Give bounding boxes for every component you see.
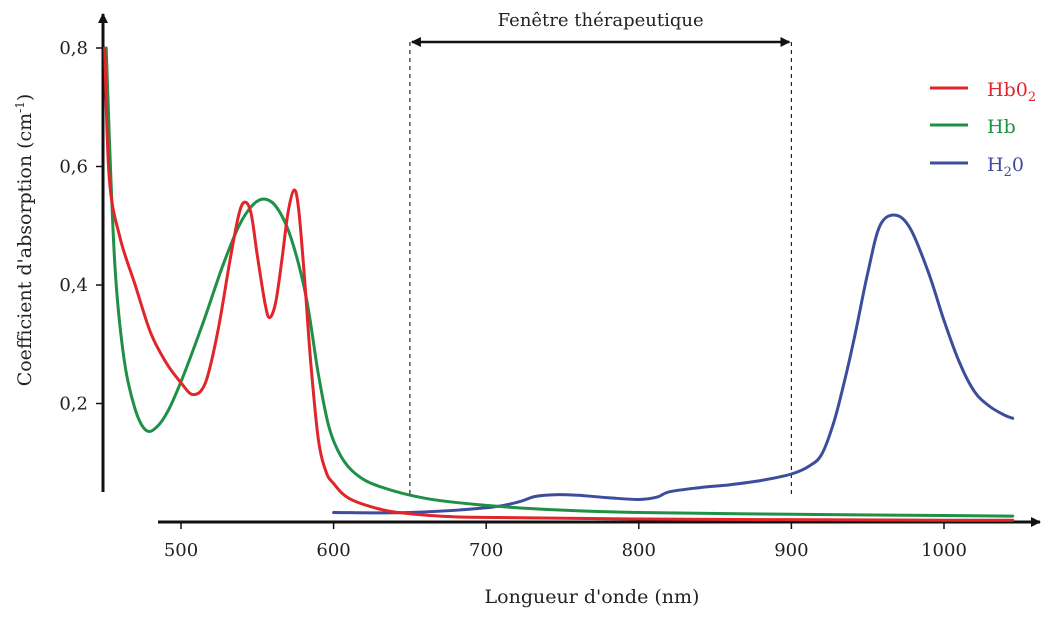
window-label: Fenêtre thérapeutique xyxy=(498,10,704,31)
x-tick-label: 1000 xyxy=(921,540,967,561)
x-tick-label: 800 xyxy=(622,540,656,561)
x-tick-label: 500 xyxy=(164,540,198,561)
y-tick-label: 0,6 xyxy=(59,157,88,178)
series-group xyxy=(103,46,1015,522)
series-line-hb xyxy=(104,46,1015,518)
y-tick-label: 0,8 xyxy=(59,38,88,59)
x-tick-label: 900 xyxy=(774,540,808,561)
y-tick-group: 0,2 0,4 0,6 0,8 xyxy=(59,38,103,415)
x-tick-group: 500 600 700 800 900 1000 xyxy=(164,522,967,561)
x-tick-label: 600 xyxy=(316,540,350,561)
y-tick-label: 0,4 xyxy=(59,275,88,296)
legend-label-hbo2: Hb02 xyxy=(987,79,1036,105)
y-tick-label: 0,2 xyxy=(59,394,88,415)
x-tick-label: 700 xyxy=(469,540,503,561)
legend-label-h2o: H20 xyxy=(987,154,1024,180)
series-line-h2o xyxy=(332,213,1015,515)
y-axis-title: Coefficient d'absorption (cm-1) xyxy=(13,94,36,387)
legend-label-hb: Hb xyxy=(987,116,1016,138)
legend: Hb02 Hb H20 xyxy=(930,79,1036,180)
therapeutic-window: Fenêtre thérapeutique xyxy=(409,10,793,496)
series-line-hbo2 xyxy=(103,46,1015,522)
x-axis-title: Longueur d'onde (nm) xyxy=(485,586,700,608)
